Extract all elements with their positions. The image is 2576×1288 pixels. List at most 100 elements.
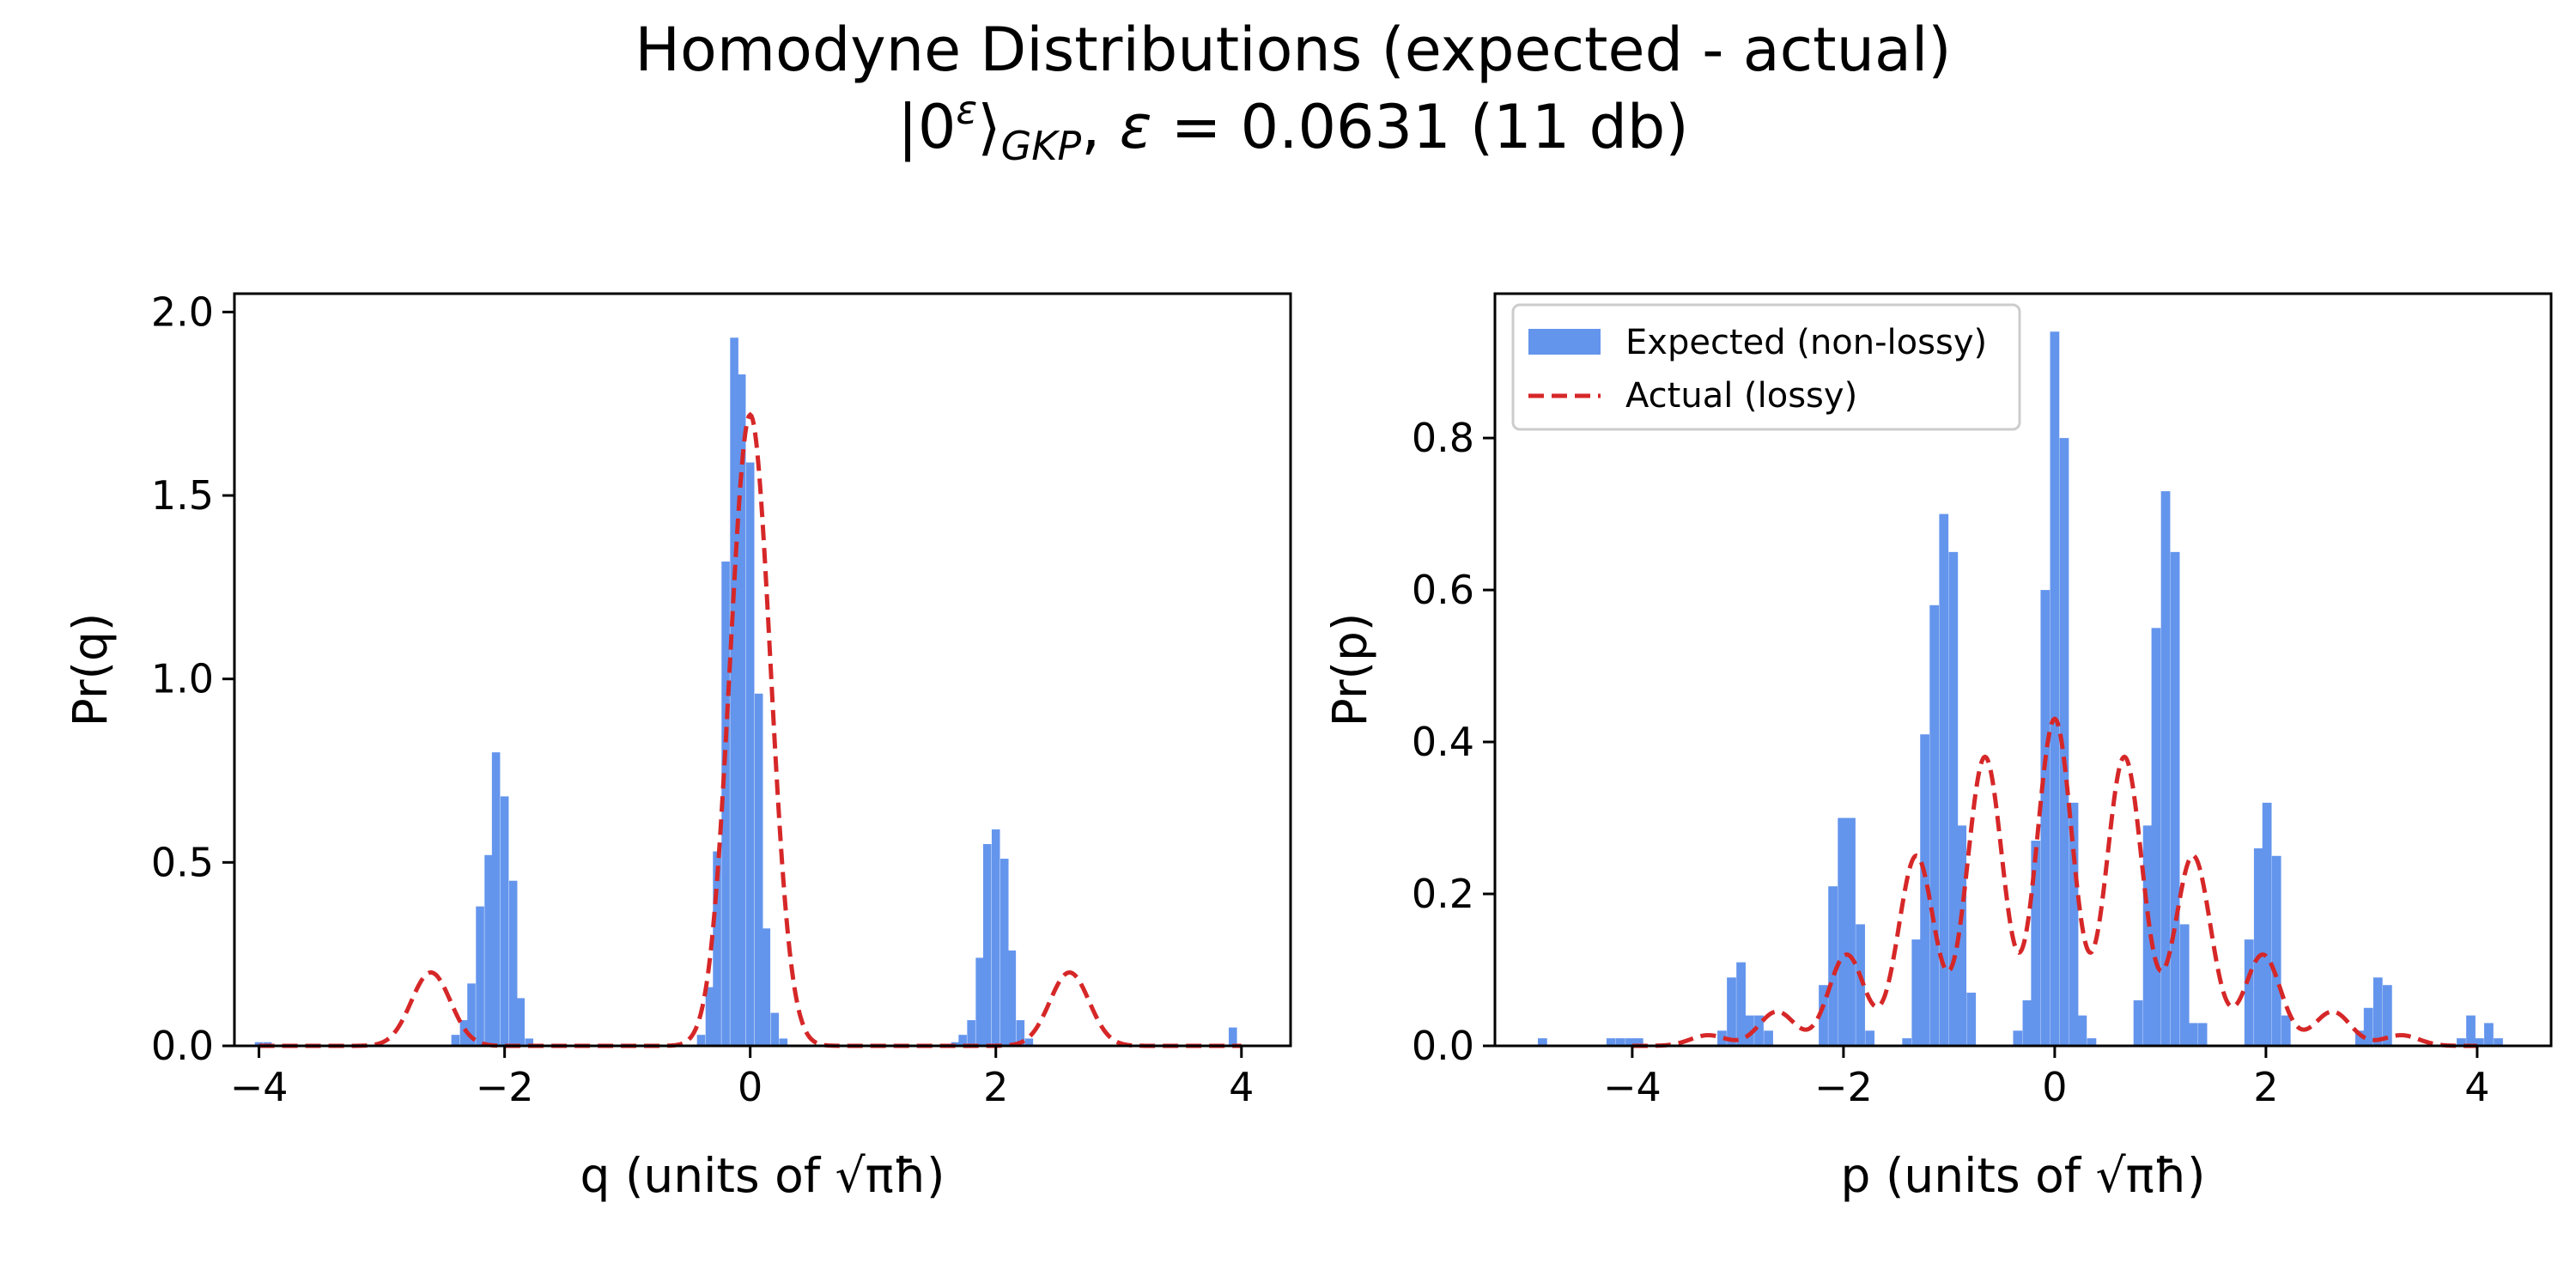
histogram-bar [2484,1023,2494,1046]
ket-subscript-gkp: GKP [1001,123,1082,169]
histogram-bar [762,928,771,1046]
histogram-bar [1228,1027,1237,1046]
ket-superscript-eps: ε [956,87,977,133]
histogram-bar [1754,1015,1764,1046]
y-tick-label: 0.4 [1412,719,1474,765]
histogram-bar [2133,999,2143,1046]
histogram-bar [1939,513,1949,1046]
figure-title-line2: |0ε⟩GKP, ε = 0.0631 (11 db) [897,87,1688,169]
histogram-bar [2170,551,2180,1046]
histogram-bar [2372,977,2383,1046]
histogram-bar [975,957,984,1046]
histogram-bar [2271,855,2281,1046]
histogram-bar [1727,977,1736,1046]
histogram-bar [2188,1023,2198,1046]
histogram-bar [1024,1038,1034,1046]
right-histogram-bars [1537,331,2503,1046]
histogram-bar [2050,331,2060,1046]
histogram-bar [1007,950,1017,1046]
left-axis-ticks: −4 −2 0 2 4 0.0 0.5 1.0 1.5 2.0 [151,289,1255,1110]
x-tick-label: 4 [1229,1064,1254,1110]
histogram-bar [1625,1038,1635,1046]
x-tick-label: −4 [1603,1064,1662,1110]
histogram-bar [1736,962,1746,1046]
histogram-bar [2077,1015,2087,1046]
legend-label-actual: Actual (lossy) [1625,376,1857,416]
y-tick-label: 0.0 [151,1023,214,1069]
histogram-bar [770,1012,780,1046]
right-axis-ticks: −4 −2 0 2 4 0.0 0.2 0.4 0.6 0.8 [1412,415,2490,1110]
left-x-axis-label: q (units of √πħ) [580,1148,945,1203]
histogram-bar [254,1042,264,1046]
histogram-bar [1828,886,1838,1046]
histogram-bar [1966,993,1977,1046]
y-tick-label: 0.2 [1412,871,1474,917]
histogram-bar [500,796,509,1046]
x-tick-label: 2 [2253,1064,2278,1110]
histogram-bar [2494,1038,2503,1046]
legend-box [1511,303,2021,431]
histogram-bar [967,1020,975,1046]
histogram-bar [459,1020,469,1046]
histogram-bar [484,854,493,1046]
histogram-bar [1929,605,1940,1046]
histogram-bar [2474,1038,2484,1046]
histogram-bar [1846,817,1856,1046]
histogram-bar [737,374,746,1046]
y-tick-label: 0.0 [1412,1023,1474,1069]
histogram-bar [1902,1038,1912,1046]
histogram-bar [1537,1038,1547,1046]
histogram-bar [999,859,1009,1046]
histogram-bar [2363,1007,2373,1046]
figure-title-line1: Homodyne Distributions (expected - actua… [635,15,1951,85]
histogram-bar [451,1035,460,1046]
histogram-bar [1948,551,1959,1046]
legend-patch-expected [1528,329,1601,355]
histogram-bar [1838,817,1848,1046]
left-plot-frame [233,292,1292,1048]
histogram-bar [516,998,526,1046]
histogram-bar [2142,825,2153,1046]
histogram-bar [779,1038,788,1046]
y-tick-label: 0.5 [151,839,214,885]
histogram-bar [745,462,755,1046]
title-eps-rest: = 0.0631 (11 db) [1152,92,1689,162]
y-tick-label: 0.6 [1412,567,1474,613]
histogram-bar [754,693,763,1046]
histogram-bar [1920,734,1929,1046]
x-tick-label: −2 [1814,1064,1873,1110]
x-tick-label: −2 [476,1064,534,1110]
right-actual-curve [1631,716,2477,1048]
histogram-bar [2244,939,2254,1046]
histogram-bar [705,987,714,1046]
histogram-bar [2040,590,2050,1046]
right-plot-frame [1493,292,2553,1048]
histogram-bar [1911,939,1922,1046]
x-tick-label: 4 [2464,1064,2489,1110]
histogram-bar [1745,1015,1754,1046]
histogram-bar [467,983,476,1046]
histogram-bar [1764,1030,1773,1046]
histogram-bar [991,829,1000,1046]
legend-label-expected: Expected (non-lossy) [1625,323,1987,362]
histogram-bar [982,843,992,1046]
y-tick-label: 1.0 [151,656,214,702]
x-tick-label: 0 [2042,1064,2067,1110]
histogram-bar [2151,628,2161,1046]
title-eps-value: , [1081,92,1120,162]
legend: Expected (non-lossy) Actual (lossy) [1511,303,2021,431]
x-tick-label: 0 [738,1064,762,1110]
histogram-bar [2262,802,2272,1046]
histogram-bar [2069,802,2079,1046]
ket-open: |0 [897,92,956,162]
histogram-bar [1615,1038,1625,1046]
histogram-bar [958,1035,967,1046]
right-panel-p: −4 −2 0 2 40.00.20.40.60.8 p (units of √πħ) … [1322,292,2553,1203]
histogram-bar [1016,1020,1025,1046]
histogram-bar [713,851,721,1046]
histogram-bar [2087,1038,2097,1046]
histogram-bar [491,752,501,1046]
histogram-bar [1819,985,1828,1046]
histogram-bar [2160,491,2171,1046]
